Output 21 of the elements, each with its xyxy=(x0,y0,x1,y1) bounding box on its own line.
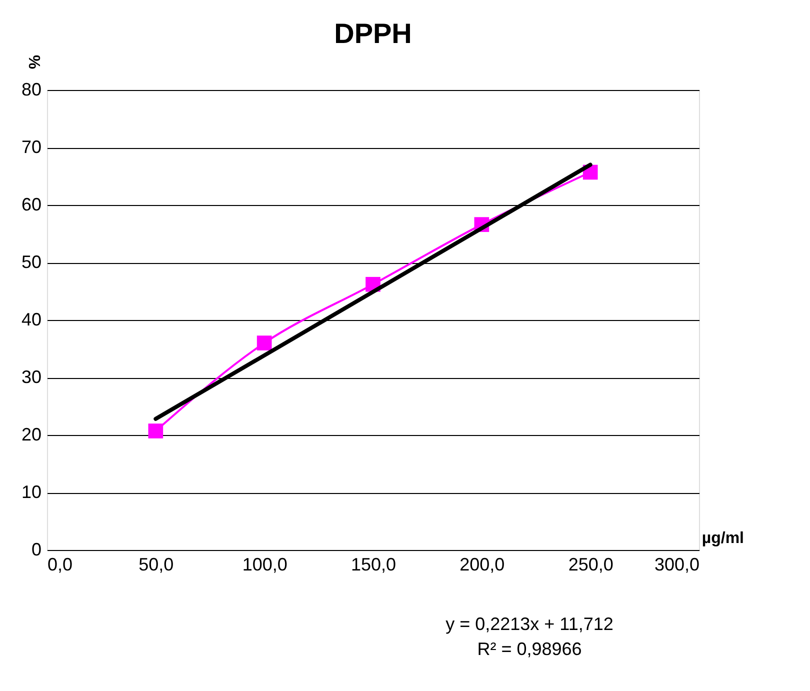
y-tick-label: 20 xyxy=(21,424,42,444)
x-tick-label: 250,0 xyxy=(568,554,614,574)
y-tick-label: 10 xyxy=(21,482,42,502)
y-tick-label: 40 xyxy=(21,310,42,330)
x-tick-label: 0,0 xyxy=(48,554,73,574)
y-tick-label: 80 xyxy=(21,80,42,100)
text: R² = 0,98966 xyxy=(477,639,582,659)
y-tick-label: 70 xyxy=(21,137,42,157)
x-tick-label: 300,0 xyxy=(654,554,700,574)
y-tick-label: 60 xyxy=(21,194,42,214)
x-tick-label: 100,0 xyxy=(242,554,288,574)
y-axis-title: % xyxy=(27,54,44,70)
y-tick-label: 0 xyxy=(31,540,42,560)
x-tick-label: 50,0 xyxy=(138,554,174,574)
y-tick-label: 30 xyxy=(21,367,42,387)
y-tick-label: 50 xyxy=(21,252,42,272)
x-tick-label: 200,0 xyxy=(460,554,505,574)
chart-title: DPPH xyxy=(334,18,412,49)
x-axis-title: µg/ml xyxy=(702,530,744,547)
x-tick-label: 150,0 xyxy=(350,554,396,574)
text: y = 0,2213x + 11,712 xyxy=(446,614,614,634)
